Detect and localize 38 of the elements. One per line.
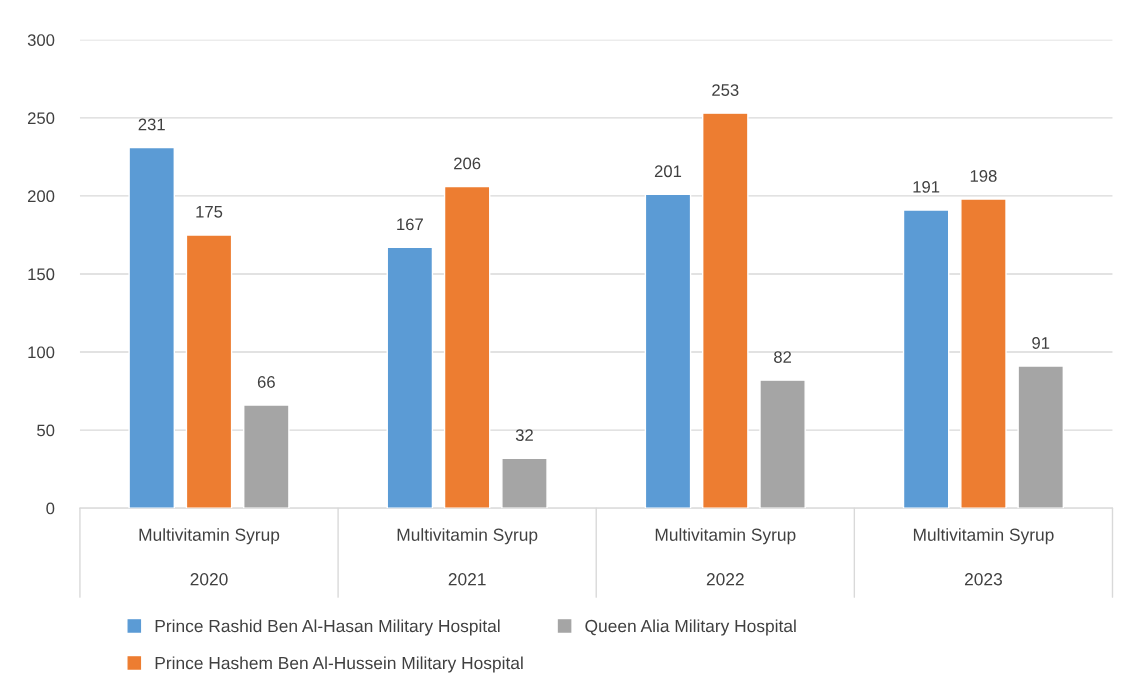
- data-label: 82: [774, 351, 792, 363]
- bar: [243, 404, 290, 509]
- y-tick-label: 150: [28, 268, 55, 281]
- data-label: 191: [913, 180, 940, 193]
- bar: [386, 246, 434, 509]
- legend-label: Prince Hashem Ben Al-Hussein Military Hospital: [155, 656, 523, 673]
- data-label: 231: [138, 118, 165, 131]
- bar: [902, 209, 950, 509]
- bar: [702, 112, 749, 509]
- data-label: 253: [712, 84, 739, 96]
- bar: [501, 457, 548, 509]
- bar: [644, 193, 692, 509]
- y-tick-label: 50: [37, 424, 55, 437]
- bar: [128, 146, 175, 509]
- bar: [185, 234, 233, 509]
- category-label: Multivitamin Syrup 2022: [655, 528, 796, 586]
- data-label: 201: [654, 165, 682, 178]
- y-tick-label: 100: [28, 346, 55, 359]
- bar: [960, 198, 1007, 509]
- category-label: Multivitamin Syrup 2021: [397, 528, 538, 586]
- data-label: 198: [970, 170, 997, 182]
- data-label: 206: [454, 157, 481, 170]
- y-tick-label: 200: [27, 190, 55, 203]
- y-tick-label: 0: [46, 502, 55, 515]
- category-label: Multivitamin Syrup 2020: [139, 528, 280, 586]
- bar: [759, 379, 806, 509]
- legend-label: Prince Rashid Ben Al-Hasan Military Hospital: [155, 619, 500, 636]
- y-tick-label: 300: [27, 34, 55, 46]
- data-label: 66: [257, 376, 275, 388]
- y-tick-label: 250: [27, 112, 55, 125]
- category-label: Multivitamin Syrup 2023: [913, 528, 1054, 586]
- bar: [1017, 365, 1065, 509]
- data-label: 91: [1032, 337, 1050, 349]
- legend-label: Queen Alia Military Hospital: [585, 619, 796, 636]
- data-label: 167: [397, 218, 423, 231]
- bar: [443, 185, 491, 509]
- data-label: 32: [515, 429, 533, 441]
- data-label: 175: [196, 206, 223, 218]
